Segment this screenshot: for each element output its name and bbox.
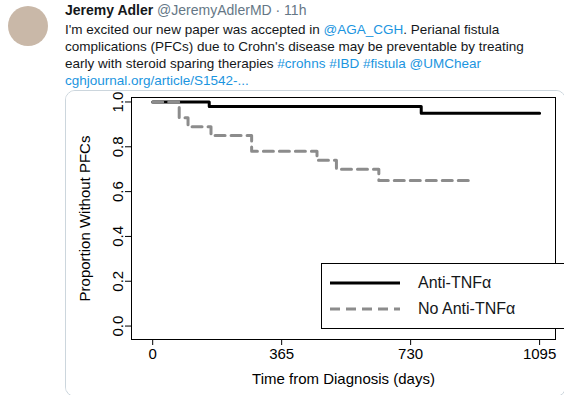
html-text:No Anti-TNFα: No Anti-TNFα (418, 300, 516, 317)
html-text:cghjournal.org/article/S1542-.: cghjournal.org/article/S1542-... (65, 73, 249, 88)
svg-text:730: 730 (398, 345, 423, 362)
html-text:Anti-TNFα: Anti-TNFα (418, 274, 492, 291)
svg-text:365: 365 (269, 345, 294, 362)
svg-text:0.6: 0.6 (109, 181, 126, 202)
svg-text:1095: 1095 (523, 345, 556, 362)
svg-text:1.0: 1.0 (109, 92, 126, 113)
svg-text:Proportion Without PFCs: Proportion Without PFCs (76, 136, 93, 302)
svg-text:Time from Diagnosis (days): Time from Diagnosis (days) (252, 370, 435, 387)
html-text:complications (PFCs) due to Cr: complications (PFCs) due to Crohn's dise… (65, 39, 524, 54)
html-text:Jeremy Adler @JeremyAdlerMD ·: Jeremy Adler @JeremyAdlerMD · 11h (65, 2, 307, 18)
html-text:I'm excited our new paper was: I'm excited our new paper was accepted i… (65, 22, 500, 37)
svg-text:0.4: 0.4 (109, 226, 126, 247)
svg-text:0: 0 (149, 345, 157, 362)
svg-text:0.0: 0.0 (109, 316, 126, 337)
svg-text:0.8: 0.8 (109, 136, 126, 157)
svg-text:0.2: 0.2 (109, 271, 126, 292)
html-text:early with steroid sparing the: early with steroid sparing therapies #cr… (65, 56, 481, 71)
